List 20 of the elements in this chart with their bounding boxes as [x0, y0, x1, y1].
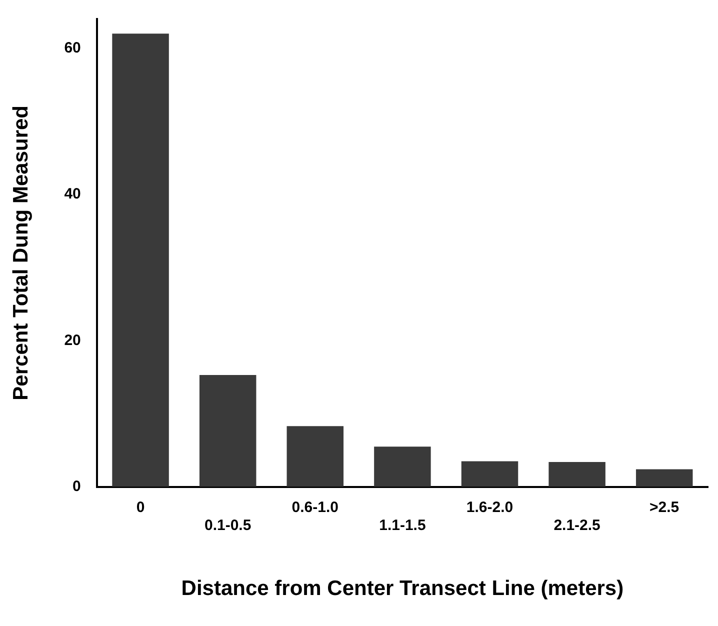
x-tick-label: 0: [136, 498, 145, 516]
x-tick-label: 1.6-2.0: [466, 498, 514, 516]
bar: [199, 374, 256, 487]
x-tick-label: 1.1-1.5: [379, 516, 426, 534]
x-axis-title: Distance from Center Transect Line (meters): [181, 577, 624, 600]
y-tick-label: 40: [64, 186, 81, 203]
bar: [636, 469, 693, 487]
x-tick-label: 2.1-2.5: [554, 516, 600, 534]
bar: [548, 462, 606, 487]
bar: [112, 34, 169, 487]
x-tick-label: 0.1-0.5: [204, 516, 252, 534]
y-tick-label: 0: [72, 478, 81, 495]
y-axis-title: Percent Total Dung Measured: [9, 105, 32, 400]
x-tick-label: >2.5: [650, 498, 680, 516]
x-tick-label: 0.6-1.0: [292, 498, 338, 516]
y-tick-label: 60: [64, 39, 81, 56]
bar: [461, 461, 518, 487]
y-tick-label: 20: [64, 332, 81, 349]
bar: [374, 446, 431, 487]
bar: [286, 426, 344, 487]
